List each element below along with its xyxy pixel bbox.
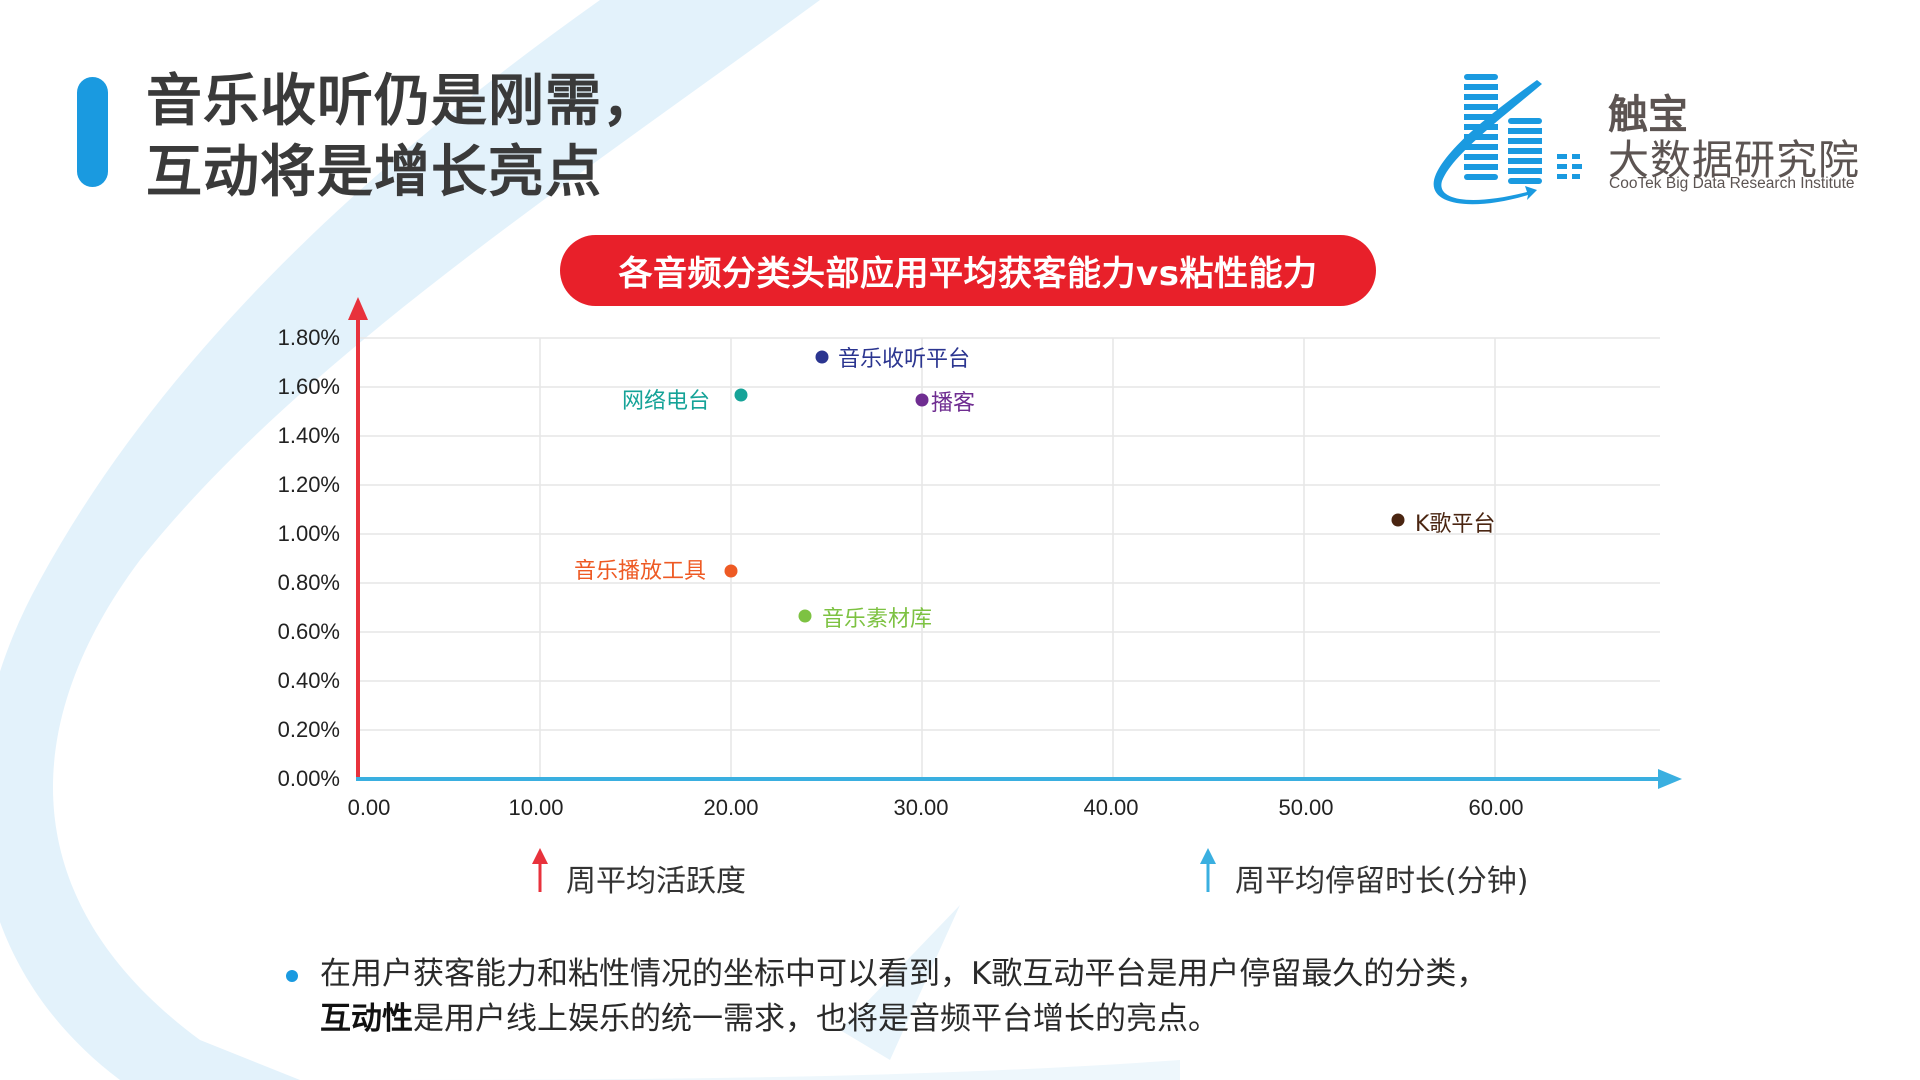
x-axis-legend-label: 周平均停留时长(分钟) (1235, 864, 1529, 899)
summary-line2-rest: 是用户线上娱乐的统一需求，也将是音频平台增长的亮点。 (413, 1001, 1219, 1037)
point-label: 音乐收听平台 (838, 347, 971, 372)
point-label: 网络电台 (622, 389, 711, 414)
point-label: 音乐播放工具 (574, 559, 707, 584)
data-point-music-listening[interactable] (815, 350, 829, 364)
x-axis (356, 769, 1682, 789)
grid-lines (358, 337, 1660, 779)
y-tick-label: 0.00% (277, 766, 340, 791)
logo-name-en: CooTek Big Data Research Institute (1609, 175, 1855, 192)
y-tick-label: 0.60% (277, 619, 340, 644)
y-tick-label: 1.80% (277, 325, 340, 350)
data-point-karaoke[interactable] (1391, 513, 1405, 527)
x-tick-label: 50.00 (1278, 795, 1334, 820)
data-point-music-player[interactable] (724, 564, 738, 578)
x-tick-label: 40.00 (1083, 795, 1139, 820)
bullet-icon (286, 970, 298, 982)
y-tick-label: 0.80% (277, 570, 340, 595)
y-tick-label: 0.20% (277, 717, 340, 742)
data-point-online-radio[interactable] (734, 388, 748, 402)
data-point-podcast[interactable] (915, 393, 929, 407)
blue-up-arrow-icon (1200, 848, 1216, 892)
y-tick-label: 1.60% (277, 374, 340, 399)
y-tick-label: 0.40% (277, 668, 340, 693)
summary-line2: 互动性是用户线上娱乐的统一需求，也将是音频平台增长的亮点。 (320, 997, 1720, 1042)
y-axis-legend-label: 周平均活跃度 (566, 864, 746, 899)
x-tick-label: 10.00 (508, 795, 564, 820)
y-axis (348, 297, 368, 779)
data-point-music-material[interactable] (798, 609, 812, 623)
point-label: 播客 (931, 391, 976, 416)
point-label: K歌平台 (1415, 512, 1496, 537)
red-up-arrow-icon (532, 848, 548, 892)
x-tick-label: 30.00 (893, 795, 949, 820)
summary-text: 在用户获客能力和粘性情况的坐标中可以看到，K歌互动平台是用户停留最久的分类， 互… (320, 952, 1720, 1042)
x-tick-label: 60.00 (1468, 795, 1524, 820)
y-tick-label: 1.40% (277, 423, 340, 448)
point-label: 音乐素材库 (822, 607, 933, 632)
y-tick-label: 1.20% (277, 472, 340, 497)
summary-line1: 在用户获客能力和粘性情况的坐标中可以看到，K歌互动平台是用户停留最久的分类， (320, 956, 1488, 992)
title-accent-bar (77, 77, 108, 187)
cootek-logo-icon (1433, 74, 1582, 205)
x-tick-label: 0.00 (347, 795, 391, 820)
page-title-line1: 音乐收听仍是刚需， (146, 69, 659, 134)
chart-title: 各音频分类头部应用平均获客能力vs粘性能力 (618, 254, 1318, 294)
x-tick-label: 20.00 (703, 795, 759, 820)
summary-highlight: 互动性 (320, 1001, 413, 1037)
page-title: 音乐收听仍是刚需， 互动将是增长亮点 (146, 66, 659, 208)
chart-title-banner: 各音频分类头部应用平均获客能力vs粘性能力 (560, 235, 1376, 306)
logo-name-cn-line1: 触宝 (1608, 92, 1688, 138)
logo-name-cn-line2: 大数据研究院 (1608, 136, 1860, 184)
y-tick-label: 1.00% (277, 521, 340, 546)
page-title-line2: 互动将是增长亮点 (146, 140, 602, 205)
